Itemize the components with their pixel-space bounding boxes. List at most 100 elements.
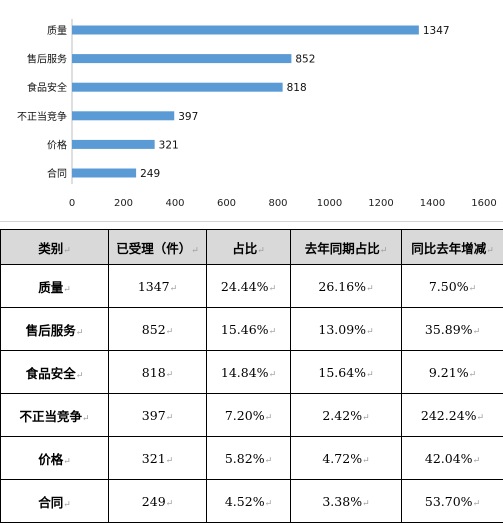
cell-category: 售后服务↵ <box>1 308 109 351</box>
paragraph-mark: ↵ <box>269 284 277 294</box>
paragraph-mark: ↵ <box>473 456 481 466</box>
header-yoy-change: 同比去年增减↵ <box>402 230 503 265</box>
paragraph-mark: ↵ <box>362 413 370 423</box>
cell-accepted: 397↵ <box>109 394 207 437</box>
x-tick-label-8: 1600 <box>471 198 496 209</box>
cell-last-year-share: 3.38%↵ <box>291 480 402 523</box>
x-tick-label-2: 400 <box>165 198 184 209</box>
paragraph-mark: ↵ <box>265 499 273 509</box>
paragraph-mark: ↵ <box>166 413 174 423</box>
cell-accepted: 249↵ <box>109 480 207 523</box>
cell-yoy-change: 242.24%↵ <box>402 394 503 437</box>
cell-yoy-change: 9.21%↵ <box>402 351 503 394</box>
category-label-3: 不正当竞争 <box>17 110 67 123</box>
paragraph-mark: ↵ <box>473 499 481 509</box>
bar-chart: 质量 1347 售后服务 852 食品安全 818 不正当竞争 397 价格 321 合同 249 0 2… <box>0 0 503 222</box>
paragraph-mark: ↵ <box>362 456 370 466</box>
cell-category: 食品安全↵ <box>1 351 109 394</box>
cell-accepted: 852↵ <box>109 308 207 351</box>
x-tick-label-6: 1200 <box>368 198 393 209</box>
x-tick-label-5: 1000 <box>317 198 342 209</box>
bar-0 <box>72 26 419 35</box>
table-row: 质量↵1347↵24.44%↵26.16%↵7.50%↵ <box>1 265 503 308</box>
cell-accepted: 1347↵ <box>109 265 207 308</box>
cell-last-year-share: 26.16%↵ <box>291 265 402 308</box>
paragraph-mark: ↵ <box>63 500 71 510</box>
data-label-5: 249 <box>140 168 160 180</box>
paragraph-mark: ↵ <box>366 284 374 294</box>
paragraph-mark: ↵ <box>76 328 84 338</box>
cell-share: 5.82%↵ <box>207 437 291 480</box>
cell-yoy-change: 42.04%↵ <box>402 437 503 480</box>
paragraph-mark: ↵ <box>63 457 71 467</box>
table-row: 价格↵321↵5.82%↵4.72%↵42.04%↵ <box>1 437 503 480</box>
cell-last-year-share: 4.72%↵ <box>291 437 402 480</box>
table-row: 合同↵249↵4.52%↵3.38%↵53.70%↵ <box>1 480 503 523</box>
paragraph-mark: ↵ <box>362 499 370 509</box>
table-row: 不正当竞争↵397↵7.20%↵2.42%↵242.24%↵ <box>1 394 503 437</box>
header-accepted: 已受理（件）↵ <box>109 230 207 265</box>
category-label-0: 质量 <box>47 25 67 37</box>
cell-yoy-change: 53.70%↵ <box>402 480 503 523</box>
data-label-4: 321 <box>159 139 179 151</box>
bar-3 <box>72 111 174 120</box>
bar-2 <box>72 83 283 92</box>
complaint-stats-table: 类别↵ 已受理（件）↵ 占比↵ 去年同期占比↵ 同比去年增减↵ 质量↵1347↵… <box>0 229 503 523</box>
paragraph-mark: ↵ <box>76 371 84 381</box>
paragraph-mark: ↵ <box>265 413 273 423</box>
paragraph-mark: ↵ <box>269 327 277 337</box>
cell-category: 价格↵ <box>1 437 109 480</box>
x-tick-label-4: 800 <box>268 198 287 209</box>
category-label-1: 售后服务 <box>27 53 67 66</box>
cell-category: 合同↵ <box>1 480 109 523</box>
data-label-3: 397 <box>178 111 198 123</box>
category-label-2: 食品安全 <box>27 81 67 94</box>
data-label-0: 1347 <box>423 25 450 37</box>
paragraph-mark: ↵ <box>166 327 174 337</box>
paragraph-mark: ↵ <box>166 370 174 380</box>
x-tick-label-3: 600 <box>217 198 236 209</box>
cell-share: 14.84%↵ <box>207 351 291 394</box>
paragraph-mark: ↵ <box>82 414 90 424</box>
paragraph-mark: ↵ <box>170 284 178 294</box>
cell-yoy-change: 35.89%↵ <box>402 308 503 351</box>
header-category: 类别↵ <box>1 230 109 265</box>
x-tick-label-1: 200 <box>114 198 133 209</box>
paragraph-mark: ↵ <box>366 327 374 337</box>
table-row: 食品安全↵818↵14.84%↵15.64%↵9.21%↵ <box>1 351 503 394</box>
paragraph-mark: ↵ <box>473 327 481 337</box>
cell-category: 不正当竞争↵ <box>1 394 109 437</box>
paragraph-mark: ↵ <box>269 370 277 380</box>
cell-last-year-share: 15.64%↵ <box>291 351 402 394</box>
bar-4 <box>72 140 155 149</box>
paragraph-mark: ↵ <box>63 285 71 295</box>
cell-share: 4.52%↵ <box>207 480 291 523</box>
cell-share: 24.44%↵ <box>207 265 291 308</box>
category-label-4: 价格 <box>47 138 67 151</box>
cell-category: 质量↵ <box>1 265 109 308</box>
x-tick-label-0: 0 <box>69 198 75 209</box>
paragraph-mark: ↵ <box>166 499 174 509</box>
paragraph-mark: ↵ <box>166 456 174 466</box>
header-last-year-share: 去年同期占比↵ <box>291 230 402 265</box>
paragraph-mark: ↵ <box>469 370 477 380</box>
table-row: 售后服务↵852↵15.46%↵13.09%↵35.89%↵ <box>1 308 503 351</box>
paragraph-mark: ↵ <box>469 284 477 294</box>
bar-1 <box>72 54 291 63</box>
cell-share: 7.20%↵ <box>207 394 291 437</box>
data-label-2: 818 <box>287 82 307 94</box>
cell-share: 15.46%↵ <box>207 308 291 351</box>
table-header-row: 类别↵ 已受理（件）↵ 占比↵ 去年同期占比↵ 同比去年增减↵ <box>1 230 503 265</box>
category-label-5: 合同 <box>47 167 67 180</box>
header-share: 占比↵ <box>207 230 291 265</box>
bar-5 <box>72 169 136 178</box>
paragraph-mark: ↵ <box>477 413 485 423</box>
cell-yoy-change: 7.50%↵ <box>402 265 503 308</box>
x-tick-label-7: 1400 <box>420 198 445 209</box>
paragraph-mark: ↵ <box>265 456 273 466</box>
cell-accepted: 321↵ <box>109 437 207 480</box>
cell-last-year-share: 13.09%↵ <box>291 308 402 351</box>
data-label-1: 852 <box>295 54 315 66</box>
bar-chart-panel: 质量 1347 售后服务 852 食品安全 818 不正当竞争 397 价格 321 合同 249 0 2… <box>0 0 503 222</box>
cell-last-year-share: 2.42%↵ <box>291 394 402 437</box>
